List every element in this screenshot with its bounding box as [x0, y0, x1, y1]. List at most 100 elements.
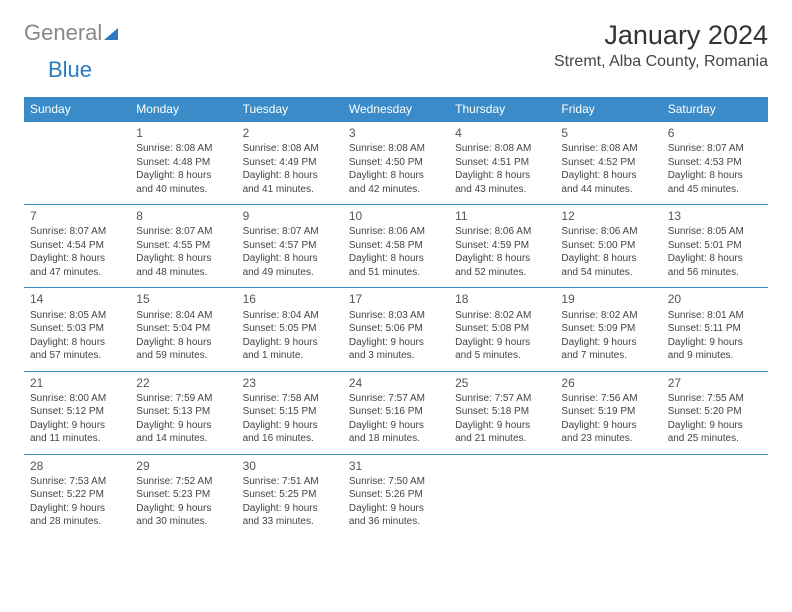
day-info-line: Daylight: 9 hours: [136, 419, 230, 433]
day-info-line: Daylight: 9 hours: [668, 419, 762, 433]
day-info-line: Sunrise: 7:59 AM: [136, 392, 230, 406]
day-info-line: Sunset: 4:57 PM: [243, 239, 337, 253]
calendar-week-row: 21Sunrise: 8:00 AMSunset: 5:12 PMDayligh…: [24, 371, 768, 454]
day-info-line: Sunset: 5:11 PM: [668, 322, 762, 336]
day-info-line: and 59 minutes.: [136, 349, 230, 363]
day-info-line: Sunrise: 8:02 AM: [455, 309, 549, 323]
calendar-day-cell: 1Sunrise: 8:08 AMSunset: 4:48 PMDaylight…: [130, 122, 236, 205]
day-info-line: Sunrise: 8:01 AM: [668, 309, 762, 323]
day-info-line: Sunset: 5:08 PM: [455, 322, 549, 336]
calendar-day-cell: 11Sunrise: 8:06 AMSunset: 4:59 PMDayligh…: [449, 205, 555, 288]
logo-text-general: General: [24, 20, 102, 46]
day-info-line: Sunrise: 8:06 AM: [455, 225, 549, 239]
day-header: Tuesday: [237, 97, 343, 122]
day-info-line: Sunset: 5:12 PM: [30, 405, 124, 419]
day-header: Monday: [130, 97, 236, 122]
location: Stremt, Alba County, Romania: [554, 53, 768, 71]
day-info-line: Sunrise: 8:07 AM: [136, 225, 230, 239]
day-info-line: Sunset: 4:53 PM: [668, 156, 762, 170]
day-header: Saturday: [662, 97, 768, 122]
calendar-head: SundayMondayTuesdayWednesdayThursdayFrid…: [24, 97, 768, 122]
day-info-line: Sunrise: 7:51 AM: [243, 475, 337, 489]
day-info-line: Sunset: 4:55 PM: [136, 239, 230, 253]
day-number: 27: [668, 375, 762, 391]
calendar-day-cell: [449, 454, 555, 537]
day-number: 14: [30, 291, 124, 307]
day-info-line: and 3 minutes.: [349, 349, 443, 363]
day-info-line: Sunset: 4:48 PM: [136, 156, 230, 170]
day-info-line: Sunset: 5:16 PM: [349, 405, 443, 419]
day-number: 19: [561, 291, 655, 307]
day-info-line: Sunset: 4:52 PM: [561, 156, 655, 170]
day-number: 24: [349, 375, 443, 391]
day-info-line: Daylight: 9 hours: [561, 419, 655, 433]
day-number: 21: [30, 375, 124, 391]
day-number: 20: [668, 291, 762, 307]
calendar-day-cell: 13Sunrise: 8:05 AMSunset: 5:01 PMDayligh…: [662, 205, 768, 288]
day-info-line: Sunrise: 8:08 AM: [136, 142, 230, 156]
day-info-line: Sunset: 4:58 PM: [349, 239, 443, 253]
day-info-line: and 7 minutes.: [561, 349, 655, 363]
day-info-line: and 21 minutes.: [455, 432, 549, 446]
day-number: 30: [243, 458, 337, 474]
day-info-line: Daylight: 9 hours: [30, 502, 124, 516]
calendar-day-cell: 19Sunrise: 8:02 AMSunset: 5:09 PMDayligh…: [555, 288, 661, 371]
day-header: Wednesday: [343, 97, 449, 122]
day-info-line: and 49 minutes.: [243, 266, 337, 280]
day-header: Thursday: [449, 97, 555, 122]
day-header-row: SundayMondayTuesdayWednesdayThursdayFrid…: [24, 97, 768, 122]
day-info-line: Sunset: 5:20 PM: [668, 405, 762, 419]
calendar-day-cell: 9Sunrise: 8:07 AMSunset: 4:57 PMDaylight…: [237, 205, 343, 288]
calendar-day-cell: 21Sunrise: 8:00 AMSunset: 5:12 PMDayligh…: [24, 371, 130, 454]
month-title: January 2024: [554, 20, 768, 51]
day-number: 1: [136, 125, 230, 141]
day-info-line: and 28 minutes.: [30, 515, 124, 529]
day-info-line: Daylight: 9 hours: [243, 419, 337, 433]
day-info-line: Daylight: 9 hours: [136, 502, 230, 516]
day-info-line: Sunrise: 7:55 AM: [668, 392, 762, 406]
calendar-day-cell: 7Sunrise: 8:07 AMSunset: 4:54 PMDaylight…: [24, 205, 130, 288]
calendar-day-cell: 18Sunrise: 8:02 AMSunset: 5:08 PMDayligh…: [449, 288, 555, 371]
day-info-line: and 23 minutes.: [561, 432, 655, 446]
day-info-line: and 57 minutes.: [30, 349, 124, 363]
day-info-line: and 25 minutes.: [668, 432, 762, 446]
day-number: 13: [668, 208, 762, 224]
day-info-line: and 51 minutes.: [349, 266, 443, 280]
day-info-line: Daylight: 9 hours: [455, 336, 549, 350]
day-info-line: Sunset: 4:51 PM: [455, 156, 549, 170]
day-info-line: and 14 minutes.: [136, 432, 230, 446]
calendar-day-cell: 30Sunrise: 7:51 AMSunset: 5:25 PMDayligh…: [237, 454, 343, 537]
calendar-day-cell: [555, 454, 661, 537]
day-number: 3: [349, 125, 443, 141]
calendar-week-row: 1Sunrise: 8:08 AMSunset: 4:48 PMDaylight…: [24, 122, 768, 205]
calendar-week-row: 14Sunrise: 8:05 AMSunset: 5:03 PMDayligh…: [24, 288, 768, 371]
calendar-day-cell: 14Sunrise: 8:05 AMSunset: 5:03 PMDayligh…: [24, 288, 130, 371]
day-number: 23: [243, 375, 337, 391]
day-info-line: Sunrise: 8:02 AM: [561, 309, 655, 323]
calendar-day-cell: 3Sunrise: 8:08 AMSunset: 4:50 PMDaylight…: [343, 122, 449, 205]
day-info-line: Daylight: 9 hours: [243, 502, 337, 516]
day-number: 7: [30, 208, 124, 224]
calendar-day-cell: 22Sunrise: 7:59 AMSunset: 5:13 PMDayligh…: [130, 371, 236, 454]
day-info-line: Sunset: 5:25 PM: [243, 488, 337, 502]
day-info-line: Sunrise: 8:03 AM: [349, 309, 443, 323]
day-info-line: Sunrise: 8:08 AM: [455, 142, 549, 156]
day-number: 11: [455, 208, 549, 224]
day-info-line: Sunrise: 8:04 AM: [136, 309, 230, 323]
day-info-line: and 47 minutes.: [30, 266, 124, 280]
day-info-line: Daylight: 8 hours: [136, 169, 230, 183]
day-info-line: Sunset: 5:05 PM: [243, 322, 337, 336]
day-info-line: Daylight: 9 hours: [30, 419, 124, 433]
day-number: 15: [136, 291, 230, 307]
day-info-line: Sunrise: 7:50 AM: [349, 475, 443, 489]
calendar-day-cell: 4Sunrise: 8:08 AMSunset: 4:51 PMDaylight…: [449, 122, 555, 205]
calendar-day-cell: 27Sunrise: 7:55 AMSunset: 5:20 PMDayligh…: [662, 371, 768, 454]
day-info-line: Sunset: 4:50 PM: [349, 156, 443, 170]
day-number: 4: [455, 125, 549, 141]
day-info-line: Sunrise: 8:08 AM: [243, 142, 337, 156]
day-info-line: and 52 minutes.: [455, 266, 549, 280]
day-info-line: Sunrise: 8:07 AM: [30, 225, 124, 239]
day-info-line: and 41 minutes.: [243, 183, 337, 197]
day-info-line: Daylight: 9 hours: [561, 336, 655, 350]
day-info-line: Sunrise: 7:53 AM: [30, 475, 124, 489]
